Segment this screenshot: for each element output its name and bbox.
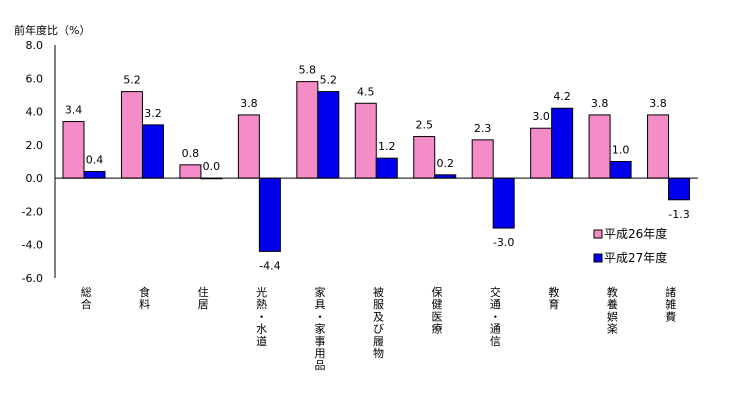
data-label: 3.4: [65, 104, 83, 117]
category-label: 光熱・水道: [256, 285, 267, 348]
y-tick-label: 4.0: [26, 106, 44, 119]
bar-h27: [258, 177, 281, 252]
y-tick-labels: 8.0 6.0 4.0 2.0 0.0 -2.0 -4.0 -6.0: [22, 39, 43, 285]
y-tick-label: -6.0: [22, 272, 43, 285]
legend-swatch: [593, 253, 603, 263]
data-label: 3.8: [591, 97, 609, 110]
y-tick-label: 8.0: [26, 39, 44, 52]
bar-h27: [141, 124, 164, 179]
category-label: 住居: [198, 285, 209, 311]
data-label: 1.0: [612, 144, 630, 157]
category-label: 家具・家事用品: [315, 285, 326, 372]
data-labels: 3.40.45.23.20.80.03.8-4.45.85.24.51.22.5…: [65, 64, 690, 273]
bar-h26: [237, 114, 260, 179]
bar-h27: [668, 177, 691, 201]
bar-h26: [120, 91, 143, 179]
data-label: 3.8: [240, 97, 258, 110]
data-label: 2.3: [474, 122, 492, 135]
data-label: 2.5: [415, 119, 433, 132]
bar-h26: [354, 102, 377, 179]
category-label: 教養娯楽: [607, 286, 618, 336]
y-tick-label: 0.0: [26, 172, 44, 185]
data-label: 5.2: [123, 74, 141, 87]
legend-swatch: [593, 229, 603, 239]
bar-h26: [413, 136, 436, 179]
data-label: -3.0: [493, 236, 514, 249]
category-labels: 総合 食料 住居 光熱・水道 家具・家事用品 被服及び履物 保健医療 交通・通信 教育 教養娯楽 諸…: [81, 285, 677, 372]
bar-h26: [647, 114, 670, 179]
bar-h27: [83, 170, 106, 179]
data-label: 5.2: [320, 74, 338, 87]
category-label: 諸雑費: [665, 285, 676, 323]
y-tick-label: 2.0: [26, 139, 44, 152]
data-label: 3.2: [144, 107, 162, 120]
bar-h27: [492, 177, 515, 229]
bar-h26: [296, 81, 319, 179]
data-label: -4.4: [259, 259, 280, 272]
bar-h26: [179, 164, 202, 179]
data-label: 0.4: [86, 153, 104, 166]
category-label: 被服及び履物: [373, 286, 384, 360]
y-axis-label: 前年度比（%）: [14, 23, 90, 37]
data-label: 3.8: [649, 97, 667, 110]
category-label: 総合: [81, 285, 92, 311]
data-label: 3.0: [532, 110, 550, 123]
data-label: 4.2: [553, 90, 571, 103]
data-label: 1.2: [378, 140, 396, 153]
legend-label: 平成27年度: [604, 250, 667, 265]
y-tick-label: -2.0: [22, 205, 43, 218]
category-label: 保健医療: [431, 285, 442, 336]
category-label: 教育: [548, 286, 559, 311]
category-label: 食料: [139, 285, 150, 311]
bar-h26: [530, 127, 553, 179]
bar-h27: [551, 107, 574, 179]
bar-h26: [62, 121, 85, 179]
y-tick-label: -4.0: [22, 239, 43, 252]
legend-label: 平成26年度: [604, 226, 667, 241]
bar-h26: [471, 139, 494, 179]
bar-h27: [375, 157, 398, 179]
bars: [62, 81, 691, 252]
bar-h26: [588, 114, 611, 179]
bar-h27: [317, 91, 340, 179]
category-label: 交通・通信: [490, 285, 501, 348]
data-label: 5.8: [299, 64, 317, 77]
data-label: 0.2: [436, 157, 454, 170]
data-label: 4.5: [357, 85, 375, 98]
y-tick-label: 6.0: [26, 72, 44, 85]
data-label: 0.8: [182, 147, 200, 160]
data-label: -1.3: [668, 208, 689, 221]
bar-h27: [609, 161, 632, 179]
data-label: 0.0: [203, 160, 221, 173]
